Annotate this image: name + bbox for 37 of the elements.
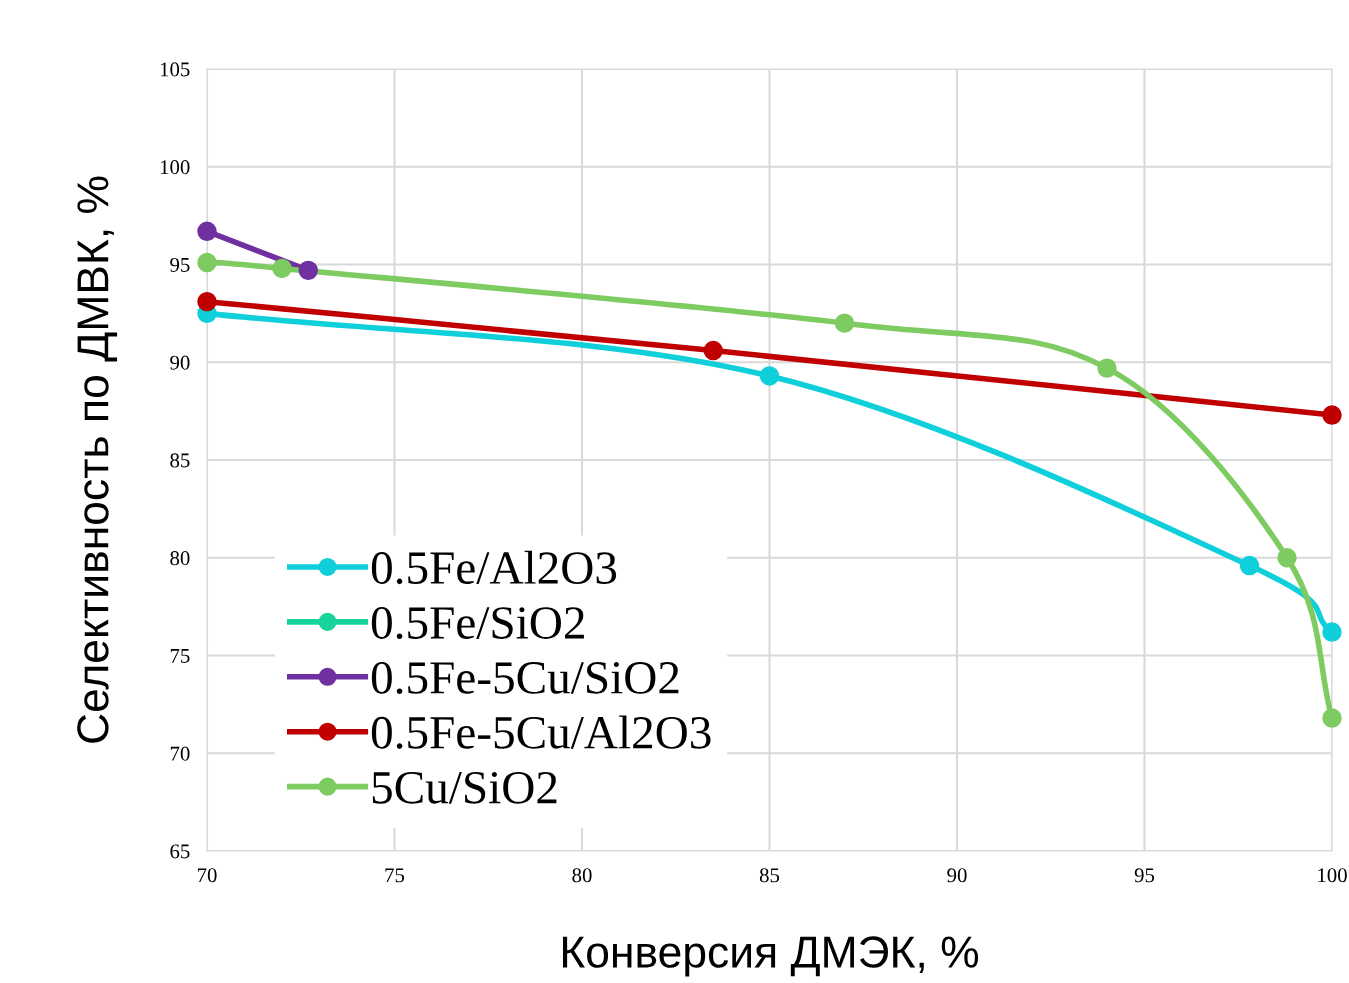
point [1239,555,1260,576]
point [1322,708,1342,728]
legend-label: 0.5Fe-5Cu/SiO2 [371,661,679,694]
x-tick-label: 95 [1134,868,1155,883]
point [1322,622,1342,642]
y-axis-title: Селективность по ДМВК, % [77,176,118,743]
y-tick-label: 70 [170,746,190,761]
point [703,340,723,361]
legend-label: 0.5Fe/SiO2 [371,607,584,640]
y-tick-label: 90 [170,355,190,370]
y-tick-label: 105 [160,62,190,77]
point [834,313,855,333]
point [197,291,217,312]
x-axis-title: Конверсия ДМЭК, % [562,936,979,977]
x-tick-label: 90 [947,868,967,883]
x-tick-label: 100 [1318,868,1347,883]
point [1097,358,1117,378]
point [759,366,780,386]
point [298,260,318,281]
legend-label: 0.5Fe/Al2O3 [371,550,617,585]
y-tick-label: 100 [160,160,190,175]
point [1322,405,1342,425]
y-tick-label: 85 [170,453,190,468]
y-tick-label: 75 [170,649,190,663]
point [272,258,292,279]
x-tick-label: 70 [197,868,217,883]
y-tick-label: 80 [170,551,190,566]
y-tick-label: 65 [170,844,190,859]
point [197,221,217,241]
x-tick-label: 85 [759,868,780,883]
legend-label: 5Cu/SiO2 [372,771,557,804]
x-tick-label: 80 [572,868,592,883]
y-tick-label: 95 [170,257,190,272]
point [197,252,217,273]
legend-label: 0.5Fe-5Cu/Al2O3 [371,715,711,749]
x-tick-label: 75 [385,868,405,883]
point [1277,548,1297,568]
